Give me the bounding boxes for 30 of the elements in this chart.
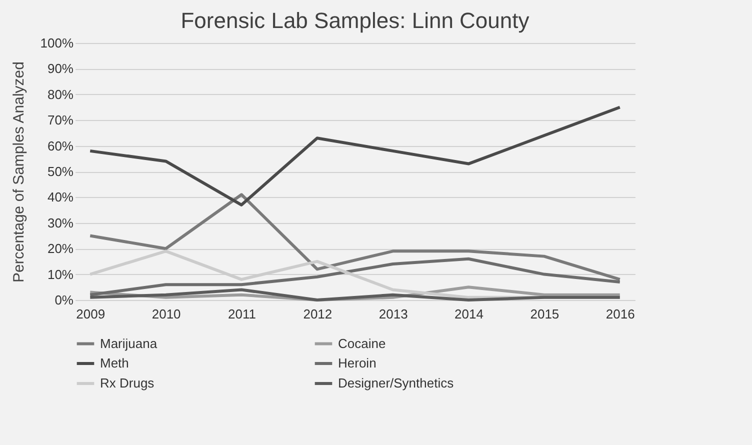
y-tick-label: 30% [47, 215, 74, 230]
x-tick-label: 2011 [228, 306, 256, 322]
y-tick-label: 40% [47, 190, 74, 205]
line-series [88, 257, 622, 296]
line-series [88, 106, 622, 206]
x-tick-label: 2014 [454, 306, 484, 322]
x-tick-label: 2016 [606, 306, 635, 322]
legend-label: Cocaine [338, 336, 386, 351]
y-tick-label: 50% [47, 164, 74, 179]
legend-label: Meth [100, 356, 129, 370]
x-tick-label: 2015 [530, 306, 560, 322]
y-axis-title: Percentage of Samples Analyzed [10, 62, 28, 282]
x-tick-label: 2012 [303, 306, 332, 322]
y-tick-label: 20% [47, 241, 74, 256]
x-tick-label: 2009 [76, 306, 106, 322]
legend-label: Heroin [338, 356, 376, 370]
x-tick-label: 2010 [152, 306, 181, 322]
y-tick-label: 100% [40, 36, 74, 50]
x-tick-label: 2013 [378, 306, 408, 322]
y-tick-label: 10% [47, 266, 74, 282]
y-tick-label: 80% [47, 86, 74, 102]
legend-label: Rx Drugs [100, 376, 155, 390]
legend-label: Marijuana [100, 336, 158, 351]
legend-label: Designer/Synthetics [338, 376, 454, 390]
y-tick-label: 90% [47, 61, 74, 76]
y-tick-label: 70% [47, 112, 74, 128]
chart-title: Forensic Lab Samples: Linn County [180, 8, 530, 33]
y-tick-label: 60% [47, 138, 74, 154]
line-series [88, 193, 622, 281]
y-tick-label: 0% [54, 292, 74, 308]
